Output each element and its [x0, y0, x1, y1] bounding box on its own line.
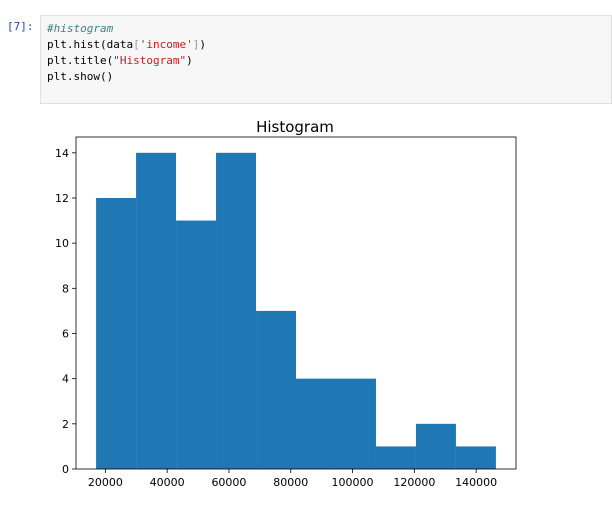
y-tick-label: 14: [55, 147, 69, 160]
plot-frame: [75, 136, 517, 470]
y-tick-label: 6: [62, 327, 69, 340]
code-line-hist: plt.hist(data['income']): [47, 38, 206, 51]
chart-title: Histogram: [256, 118, 334, 136]
code-line-title: plt.title("Histogram"): [47, 54, 193, 67]
y-tick-label: 12: [55, 192, 69, 205]
cell-prompt: [7]:: [7, 20, 34, 33]
histogram-bar: [256, 310, 296, 469]
code-comment: #histogram: [47, 22, 114, 35]
x-tick-label: 100000: [332, 476, 374, 489]
x-tick-label: 40000: [150, 476, 185, 489]
x-tick-label: 60000: [211, 476, 246, 489]
y-tick-label: 4: [62, 373, 69, 386]
y-tick-label: 8: [62, 282, 69, 295]
histogram-bar: [335, 378, 376, 469]
y-tick-label: 2: [62, 418, 69, 431]
x-tick-label: 20000: [88, 476, 123, 489]
y-tick-label: 10: [55, 237, 69, 250]
cell-output: Histogram 20000 40000 60000 80000 100000 1200…: [40, 112, 540, 502]
histogram-bar: [216, 152, 257, 470]
histogram-bar: [136, 152, 177, 470]
histogram-bar: [455, 446, 496, 469]
code-editor[interactable]: #histogram plt.hist(data['income']) plt.…: [47, 21, 206, 85]
histogram-bar: [96, 197, 137, 469]
code-cell-input[interactable]: #histogram plt.hist(data['income']) plt.…: [40, 15, 612, 104]
code-line-show: plt.show(): [47, 70, 114, 83]
histogram-bar: [296, 378, 336, 469]
histogram-bar: [415, 423, 456, 469]
x-tick-label: 140000: [455, 476, 497, 489]
histogram-bar: [375, 446, 416, 469]
histogram-bar: [176, 220, 217, 469]
y-tick-label: 0: [62, 463, 69, 476]
histogram-chart: Histogram 20000 40000 60000 80000 100000 1200…: [55, 118, 517, 489]
x-tick-label: 80000: [273, 476, 308, 489]
x-tick-label: 120000: [393, 476, 435, 489]
